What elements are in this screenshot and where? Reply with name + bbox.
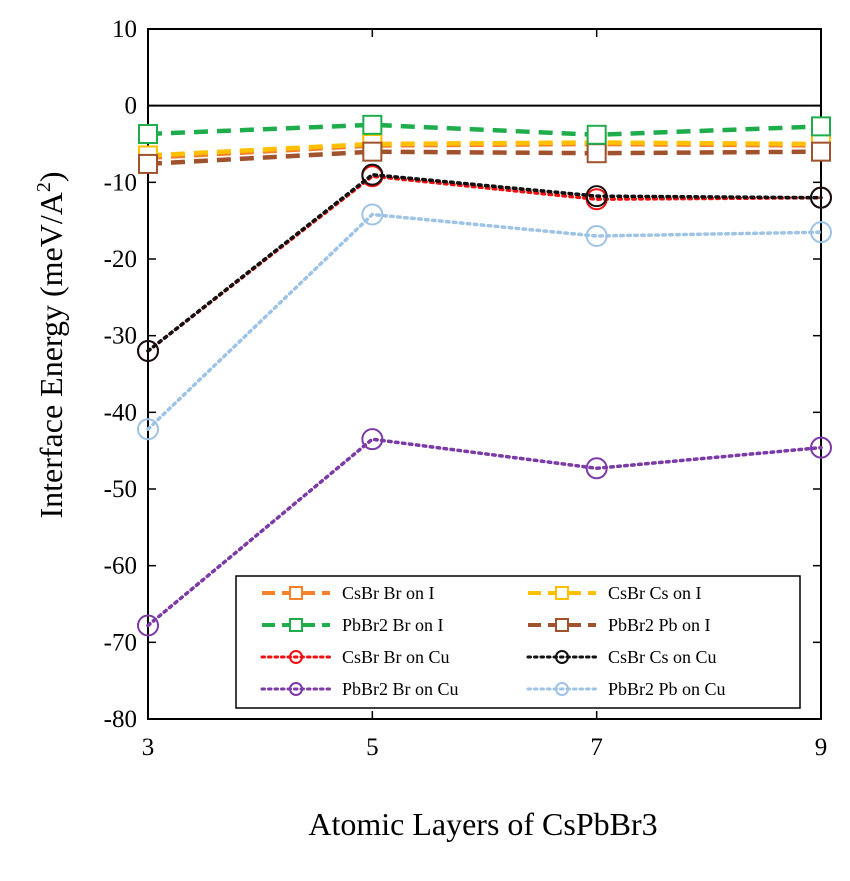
legend-marker [555,682,569,696]
data-point [138,124,158,145]
data-point [137,418,159,441]
x-tick-label: 3 [142,734,155,761]
y-axis-title-close: ) [33,171,69,182]
legend-marker [289,618,303,632]
data-point [810,221,832,244]
y-axis-title-superscript: 2 [33,182,55,192]
series-csbr-br-on-cu [137,165,832,362]
y-tick-label: -10 [104,169,137,196]
legend: CsBr Br on I CsBr Cs on I PbBr2 Br on I PbB… [235,575,801,709]
legend-label: PbBr2 Br on I [342,615,444,635]
legend-label: CsBr Cs on I [608,583,702,603]
legend-label: CsBr Br on I [342,583,435,603]
x-axis-title: Atomic Layers of CsPbBr3 [308,806,657,842]
x-tick-label: 7 [590,734,603,761]
y-tick-label: 10 [112,16,137,43]
y-tick-label: -60 [104,553,137,580]
legend-entry: CsBr Cs on I [528,583,702,603]
legend-label: PbBr2 Br on Cu [342,679,459,699]
series-pbbr2-br-on-cu [137,428,832,637]
data-point [810,186,832,209]
y-tick-label: -40 [104,399,137,426]
legend-entry: CsBr Br on I [262,583,435,603]
legend-entry: CsBr Br on Cu [260,647,450,667]
data-point [811,116,831,137]
legend-box [235,575,801,709]
legend-entry: PbBr2 Pb on Cu [526,679,726,699]
legend-marker [289,586,303,600]
data-point [361,203,384,226]
legend-marker [289,650,303,664]
legend-entry: PbBr2 Pb on I [528,615,711,635]
y-tick-label: 0 [125,93,138,120]
data-point [362,114,383,135]
legend-label: CsBr Cs on Cu [608,647,717,667]
y-tick-label: -80 [104,706,137,733]
data-point [585,185,608,208]
legend-label: CsBr Br on Cu [342,647,450,667]
axes-layer: 10 0 -10 -20 -30 -40 -50 -60 -70 -803 5 7 9 [104,16,828,761]
y-axis-title: Interface Energy (meV/A2) [33,171,69,518]
data-point [137,614,159,637]
y-tick-label: -20 [104,246,137,273]
series-pbbr2-pb-on-cu [137,203,832,441]
legend-marker [555,650,569,664]
series-layer [137,114,832,637]
legend-label: PbBr2 Pb on Cu [608,679,726,699]
series-line [147,149,822,167]
series-line [146,212,823,431]
series-line [146,437,823,628]
legend-entry: PbBr2 Br on I [262,615,444,635]
data-point [361,163,384,186]
series-pbbr2-pb-on-i [138,141,831,174]
legend-marker [289,682,303,696]
series-line [147,122,822,138]
legend-label: PbBr2 Pb on I [608,615,711,635]
plot-frame [147,28,822,720]
data-point [586,124,607,145]
x-tick-label: 9 [815,734,828,761]
data-point [137,340,159,362]
data-point [362,141,383,162]
series-line [146,174,823,353]
series-line [147,140,822,158]
data-point [361,165,384,188]
data-point [811,141,831,162]
legend-entry: CsBr Cs on Cu [526,647,717,667]
y-tick-label: -50 [104,476,137,503]
data-point [810,436,832,459]
y-tick-label: -70 [104,629,137,656]
legend-marker [555,586,569,600]
legend-marker [555,618,569,632]
series-csbr-cs-on-cu [137,163,832,362]
data-point [138,153,158,174]
data-point [361,428,384,451]
data-point [586,143,607,164]
data-point [585,225,608,247]
data-point [585,457,608,480]
y-axis-title-main: Interface Energy (meV/A [33,192,69,518]
series-line [146,172,823,353]
x-tick-label: 5 [366,734,379,761]
series-pbbr2-br-on-i [138,114,831,145]
y-tick-label: -30 [104,323,137,350]
legend-entry: PbBr2 Br on Cu [260,679,459,699]
